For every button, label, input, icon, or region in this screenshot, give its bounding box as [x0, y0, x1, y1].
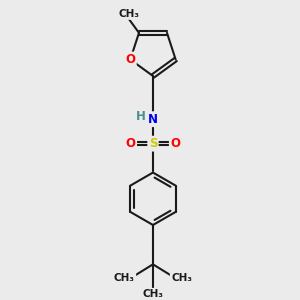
Text: CH₃: CH₃ — [142, 289, 164, 299]
Text: CH₃: CH₃ — [171, 273, 192, 283]
Text: N: N — [148, 113, 158, 126]
Text: S: S — [149, 137, 157, 150]
Text: CH₃: CH₃ — [114, 273, 135, 283]
Text: O: O — [126, 137, 136, 150]
Text: O: O — [170, 137, 180, 150]
Text: O: O — [125, 53, 135, 66]
Text: CH₃: CH₃ — [118, 9, 140, 19]
Text: H: H — [136, 110, 146, 123]
